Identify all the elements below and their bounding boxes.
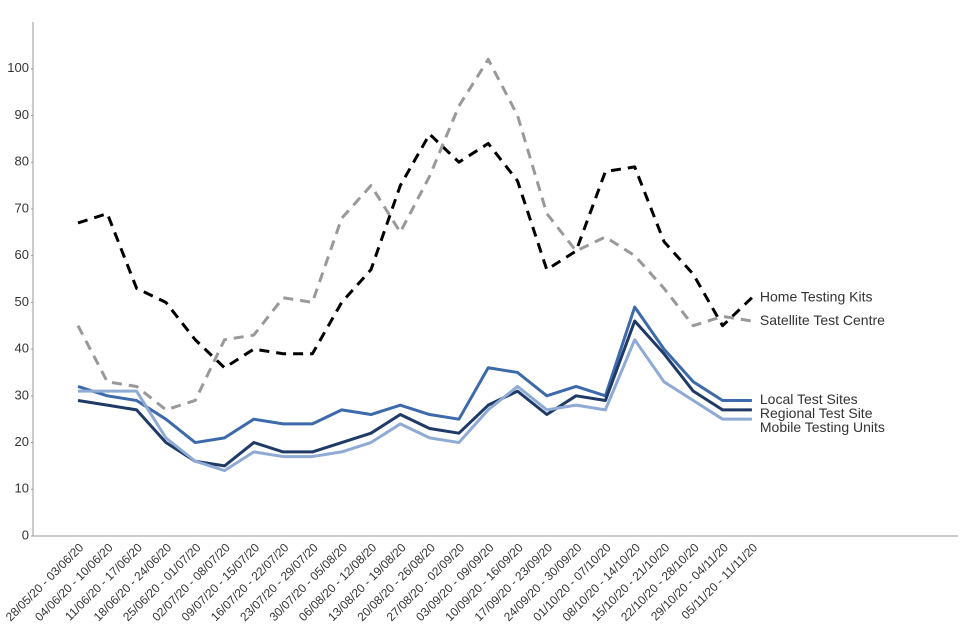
y-tick-label: 50 — [15, 294, 29, 309]
y-tick-label: 60 — [15, 247, 29, 262]
legend-label: Mobile Testing Units — [760, 419, 885, 435]
y-tick-label: 70 — [15, 200, 29, 215]
y-tick-label: 40 — [15, 341, 29, 356]
legend-label: Satellite Test Centre — [760, 312, 885, 328]
y-tick-label: 30 — [15, 387, 29, 402]
y-tick-label: 90 — [15, 107, 29, 122]
y-tick-label: 20 — [15, 434, 29, 449]
series-line — [77, 132, 753, 370]
legend-label: Local Test Sites — [760, 391, 858, 407]
series-line — [77, 305, 752, 445]
y-tick-label: 0 — [22, 527, 29, 542]
legend-label: Regional Test Site — [760, 405, 873, 421]
series-line — [78, 338, 752, 473]
y-tick-label: 10 — [15, 481, 29, 496]
y-tick-label: 80 — [15, 154, 29, 169]
legend-label: Home Testing Kits — [760, 288, 873, 304]
series-line — [76, 57, 753, 412]
y-tick-label: 100 — [7, 60, 29, 75]
series-line — [77, 319, 752, 468]
